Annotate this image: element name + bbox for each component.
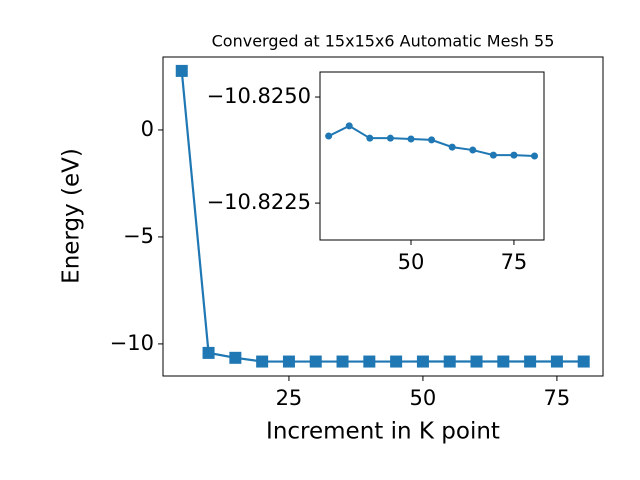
marker [531,152,539,160]
marker [443,355,456,368]
marker [524,355,537,368]
marker [345,122,353,130]
marker [202,346,215,359]
marker [390,355,403,368]
y-axis-label: Energy (eV) [59,148,85,284]
marker [470,355,483,368]
marker [550,355,563,368]
y-tick-label: −10.8250 [207,84,311,108]
y-tick-label: −5 [123,224,154,248]
marker [407,135,415,143]
x-tick-label: 75 [501,250,528,274]
x-tick-label: 75 [544,386,571,410]
marker [510,151,518,159]
marker [428,136,436,144]
marker [309,355,322,368]
marker [416,355,429,368]
marker [448,143,456,151]
series-line [180,70,584,363]
marker [363,355,376,368]
marker [386,134,394,142]
marker [229,351,242,364]
y-tick-label: −10 [110,331,154,355]
chart-title: Converged at 15x15x6 Automatic Mesh 55 [212,32,555,51]
axes-frame [319,71,545,241]
marker [325,132,333,140]
x-tick-label: 50 [410,386,437,410]
marker [577,355,590,368]
marker [489,151,497,159]
marker [256,355,269,368]
y-tick-label: −10.8225 [207,190,311,214]
axes-frame [162,56,604,377]
marker [282,355,295,368]
marker [175,64,188,77]
x-tick-label: 25 [276,386,303,410]
y-tick-label: 0 [141,117,154,141]
marker [497,355,510,368]
x-tick-label: 50 [398,250,425,274]
marker [366,134,374,142]
marker [336,355,349,368]
x-axis-label: Increment in K point [266,419,500,445]
marker [469,146,477,154]
